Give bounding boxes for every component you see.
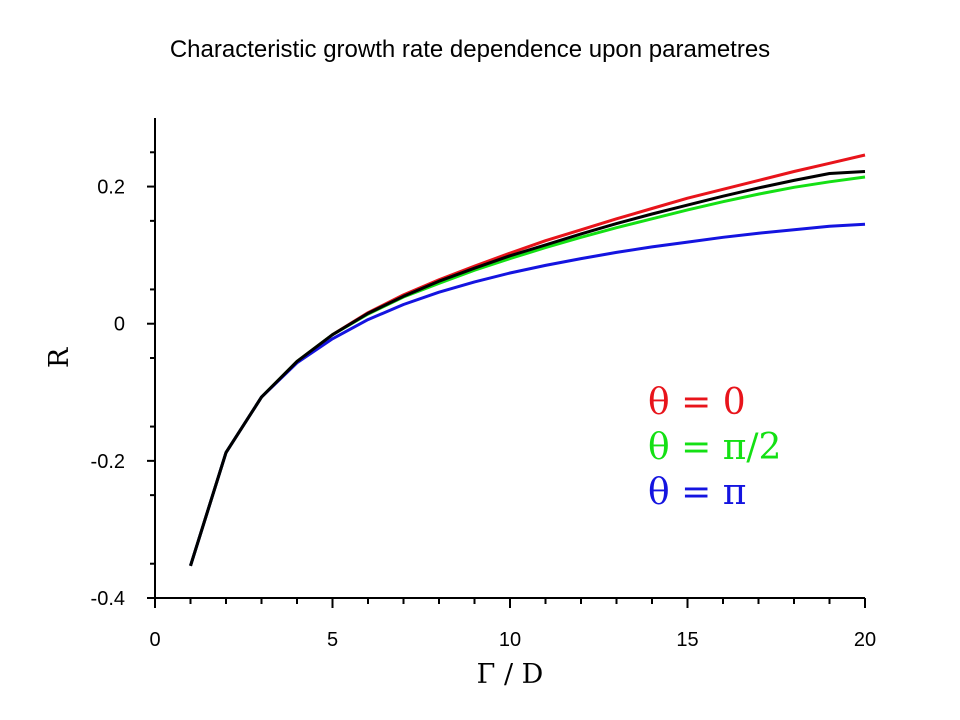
- y-axis-label: R: [44, 347, 75, 368]
- legend-entry: θ = π: [648, 472, 746, 513]
- legend-entry: θ = 0: [648, 382, 746, 423]
- chart-title: Characteristic growth rate dependence up…: [170, 36, 770, 63]
- series-line-2: [189, 222, 866, 567]
- y-tick-label: -0.2: [91, 451, 125, 473]
- y-ticks: -0.4 -0.2 0 0.2: [91, 151, 155, 610]
- y-tick-label: -0.4: [91, 588, 125, 610]
- legend-entry: θ = π/2: [648, 427, 781, 468]
- x-tick-label: 0: [149, 629, 160, 651]
- x-tick-label: 20: [854, 629, 876, 651]
- x-tick-label: 10: [499, 629, 521, 651]
- plot-area: [154, 118, 865, 599]
- series-line-1: [189, 175, 866, 567]
- y-tick-label: 0: [114, 314, 125, 336]
- y-tick-label: 0.2: [97, 177, 125, 199]
- series-line-0: [189, 153, 866, 567]
- series-line-3: [189, 170, 866, 567]
- legend: θ = 0θ = π/2θ = π: [648, 382, 781, 513]
- series-lines: [189, 153, 866, 567]
- x-tick-label: 15: [676, 629, 698, 651]
- x-ticks: 0 5 10 15 20: [149, 598, 876, 651]
- x-axis-label: Γ / D: [477, 659, 544, 690]
- x-tick-label: 5: [327, 629, 338, 651]
